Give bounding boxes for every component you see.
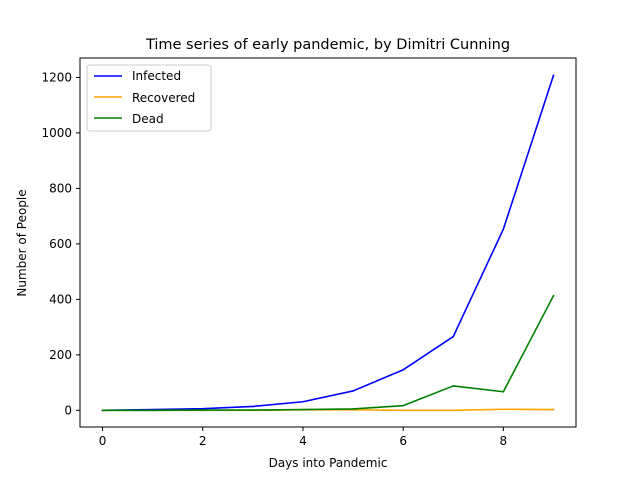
y-tick-label: 600 bbox=[49, 237, 72, 251]
data-point-infected bbox=[302, 400, 304, 403]
series-line-infected bbox=[101, 74, 555, 412]
data-point-dead bbox=[452, 385, 455, 387]
legend-box bbox=[86, 64, 212, 132]
legend: Infected Recovered Dead bbox=[86, 64, 212, 132]
data-point-dead bbox=[502, 390, 505, 393]
y-tick-label: 1200 bbox=[41, 70, 72, 84]
data-point-infected bbox=[402, 369, 404, 371]
axis-layer: 0 2 4 6 8 0 200 400 600 800 1000 1200 bbox=[41, 70, 507, 448]
plot-frame bbox=[79, 57, 577, 428]
data-point-infected bbox=[502, 228, 505, 230]
legend-label-recovered: Recovered bbox=[132, 91, 195, 105]
x-tick-label: 2 bbox=[199, 434, 207, 448]
series-layer bbox=[101, 74, 555, 412]
y-tick-label: 1000 bbox=[41, 126, 72, 140]
data-point-dead bbox=[552, 294, 555, 297]
data-point-dead bbox=[302, 408, 304, 411]
data-point-dead bbox=[252, 409, 254, 411]
legend-label-infected: Infected bbox=[132, 69, 181, 83]
y-tick-label: 800 bbox=[49, 181, 72, 195]
data-point-recovered bbox=[452, 409, 455, 412]
y-tick-label: 400 bbox=[49, 292, 72, 306]
y-tick-label: 200 bbox=[49, 348, 72, 362]
x-tick-label: 4 bbox=[299, 434, 307, 448]
series-line-dead bbox=[101, 294, 555, 412]
data-point-dead bbox=[402, 404, 404, 407]
y-axis-label: Number of People bbox=[15, 189, 29, 296]
x-tick-label: 6 bbox=[399, 434, 407, 448]
data-point-infected bbox=[452, 335, 455, 338]
legend-label-dead: Dead bbox=[132, 112, 164, 126]
x-tick-label: 8 bbox=[500, 434, 508, 448]
data-point-infected bbox=[201, 407, 204, 410]
data-point-recovered bbox=[402, 409, 404, 412]
data-point-dead bbox=[352, 408, 354, 410]
x-tick-label: 0 bbox=[99, 434, 107, 448]
data-point-dead bbox=[151, 409, 154, 412]
x-axis-label: Days into Pandemic bbox=[269, 456, 388, 470]
data-point-infected bbox=[352, 390, 354, 392]
data-point-recovered bbox=[552, 408, 555, 411]
data-point-infected bbox=[252, 405, 254, 408]
data-point-dead bbox=[201, 409, 204, 411]
chart-title: Time series of early pandemic, by Dimitr… bbox=[145, 37, 510, 53]
data-point-dead bbox=[101, 409, 104, 412]
y-tick-label: 0 bbox=[64, 403, 72, 417]
data-point-infected bbox=[552, 74, 555, 77]
data-point-recovered bbox=[502, 408, 505, 411]
